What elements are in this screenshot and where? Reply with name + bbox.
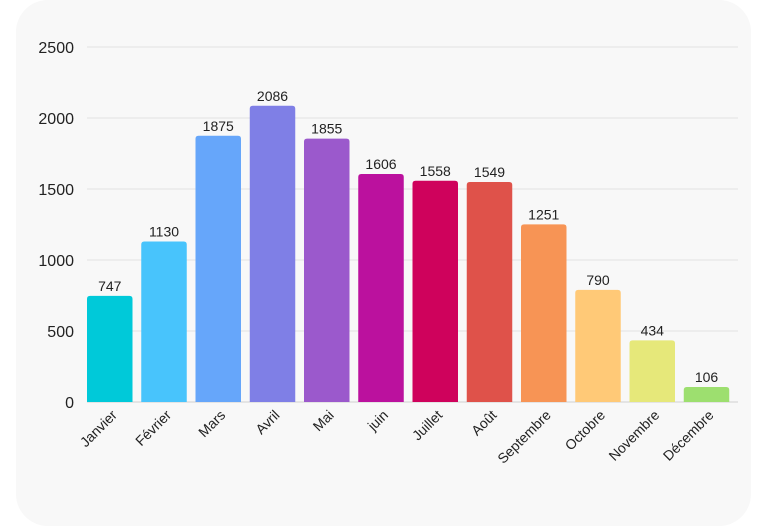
data-label: 1875 [203, 118, 234, 134]
data-label: 434 [641, 322, 665, 338]
data-label: 1251 [528, 206, 559, 222]
bar [629, 340, 675, 402]
data-label: 1549 [474, 164, 505, 180]
x-tick-label: Décembre [660, 407, 717, 464]
data-label: 747 [98, 278, 122, 294]
y-tick-label: 1500 [38, 182, 74, 199]
data-label: 1855 [311, 121, 342, 137]
bar [249, 105, 296, 403]
y-tick-label: 2000 [38, 111, 74, 128]
y-tick-label: 0 [65, 395, 74, 412]
bar [575, 289, 621, 402]
y-tick-label: 500 [47, 324, 74, 341]
data-label: 790 [586, 272, 610, 288]
bar [195, 135, 241, 402]
x-tick-label: Juillet [409, 407, 446, 444]
bar [412, 180, 458, 402]
bar [358, 173, 404, 402]
x-tick-label: juin [364, 407, 391, 434]
bar [521, 224, 567, 402]
x-tick-label: Avril [252, 407, 282, 437]
x-tick-label: Novembre [605, 407, 662, 464]
x-tick-label: Mars [195, 407, 228, 440]
data-label: 2086 [257, 88, 288, 104]
bar [466, 182, 513, 402]
bar [141, 241, 187, 402]
x-tick-label: Août [468, 407, 500, 439]
data-label: 106 [695, 369, 719, 385]
x-tick-label: Janvier [77, 407, 120, 450]
x-tick-label: Février [132, 407, 174, 449]
data-label: 1130 [149, 224, 179, 240]
bar [304, 138, 350, 402]
y-tick-label: 1000 [38, 253, 74, 270]
x-tick-label: Septembre [494, 407, 554, 467]
data-label: 1606 [365, 156, 396, 172]
data-label: 1558 [420, 163, 451, 179]
bar [87, 295, 133, 402]
x-tick-label: Octobre [562, 407, 609, 454]
y-tick-label: 2500 [38, 40, 74, 57]
x-tick-label: Mai [310, 407, 337, 434]
bar [683, 386, 730, 402]
